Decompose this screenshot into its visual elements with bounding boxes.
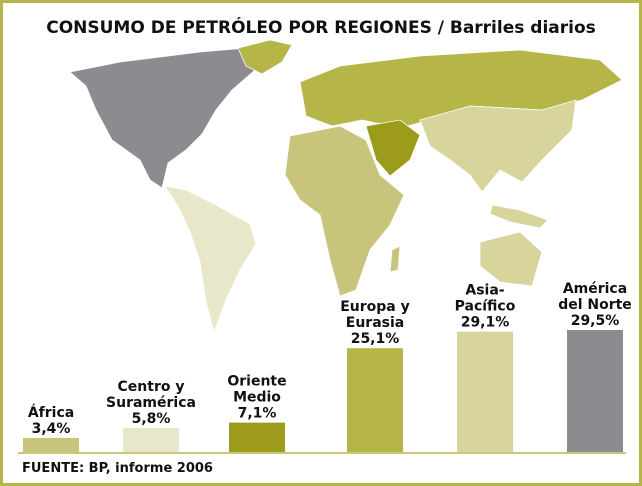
- value-label: 5,8%: [132, 411, 171, 427]
- value-label: 29,1%: [461, 315, 510, 331]
- value-label: 25,1%: [351, 331, 400, 347]
- region-greenland: [237, 39, 293, 75]
- region-middle-east: [365, 119, 421, 177]
- category-label: Centro y: [118, 379, 185, 395]
- bar: [567, 330, 623, 452]
- bar: [123, 428, 179, 452]
- region-south-america: [164, 185, 257, 334]
- category-label: África: [28, 404, 74, 421]
- category-label: Asia-: [465, 283, 504, 299]
- region-madagascar: [389, 245, 401, 273]
- chart-title: CONSUMO DE PETRÓLEO POR REGIONES / Barri…: [46, 16, 596, 38]
- category-label: del Norte: [558, 297, 632, 313]
- category-label: Suramérica: [106, 395, 196, 411]
- category-label: América: [563, 281, 627, 297]
- value-label: 3,4%: [32, 421, 71, 437]
- category-label: Oriente: [227, 374, 286, 390]
- value-label: 7,1%: [238, 406, 277, 422]
- region-indonesia: [489, 204, 549, 229]
- region-asia: [419, 99, 577, 193]
- region-australia: [479, 231, 543, 287]
- category-label: Pacífico: [455, 299, 516, 315]
- region-africa: [284, 125, 405, 297]
- source: FUENTE: BP, informe 2006: [22, 461, 213, 476]
- world-map: [69, 39, 623, 334]
- bar: [457, 331, 513, 452]
- category-label: Europa y: [340, 299, 410, 315]
- bar: [347, 348, 403, 452]
- bar: [229, 422, 285, 452]
- value-label: 29,5%: [571, 313, 620, 329]
- category-label: Eurasia: [346, 315, 404, 331]
- bar: [23, 437, 79, 452]
- category-label: Medio: [233, 390, 281, 406]
